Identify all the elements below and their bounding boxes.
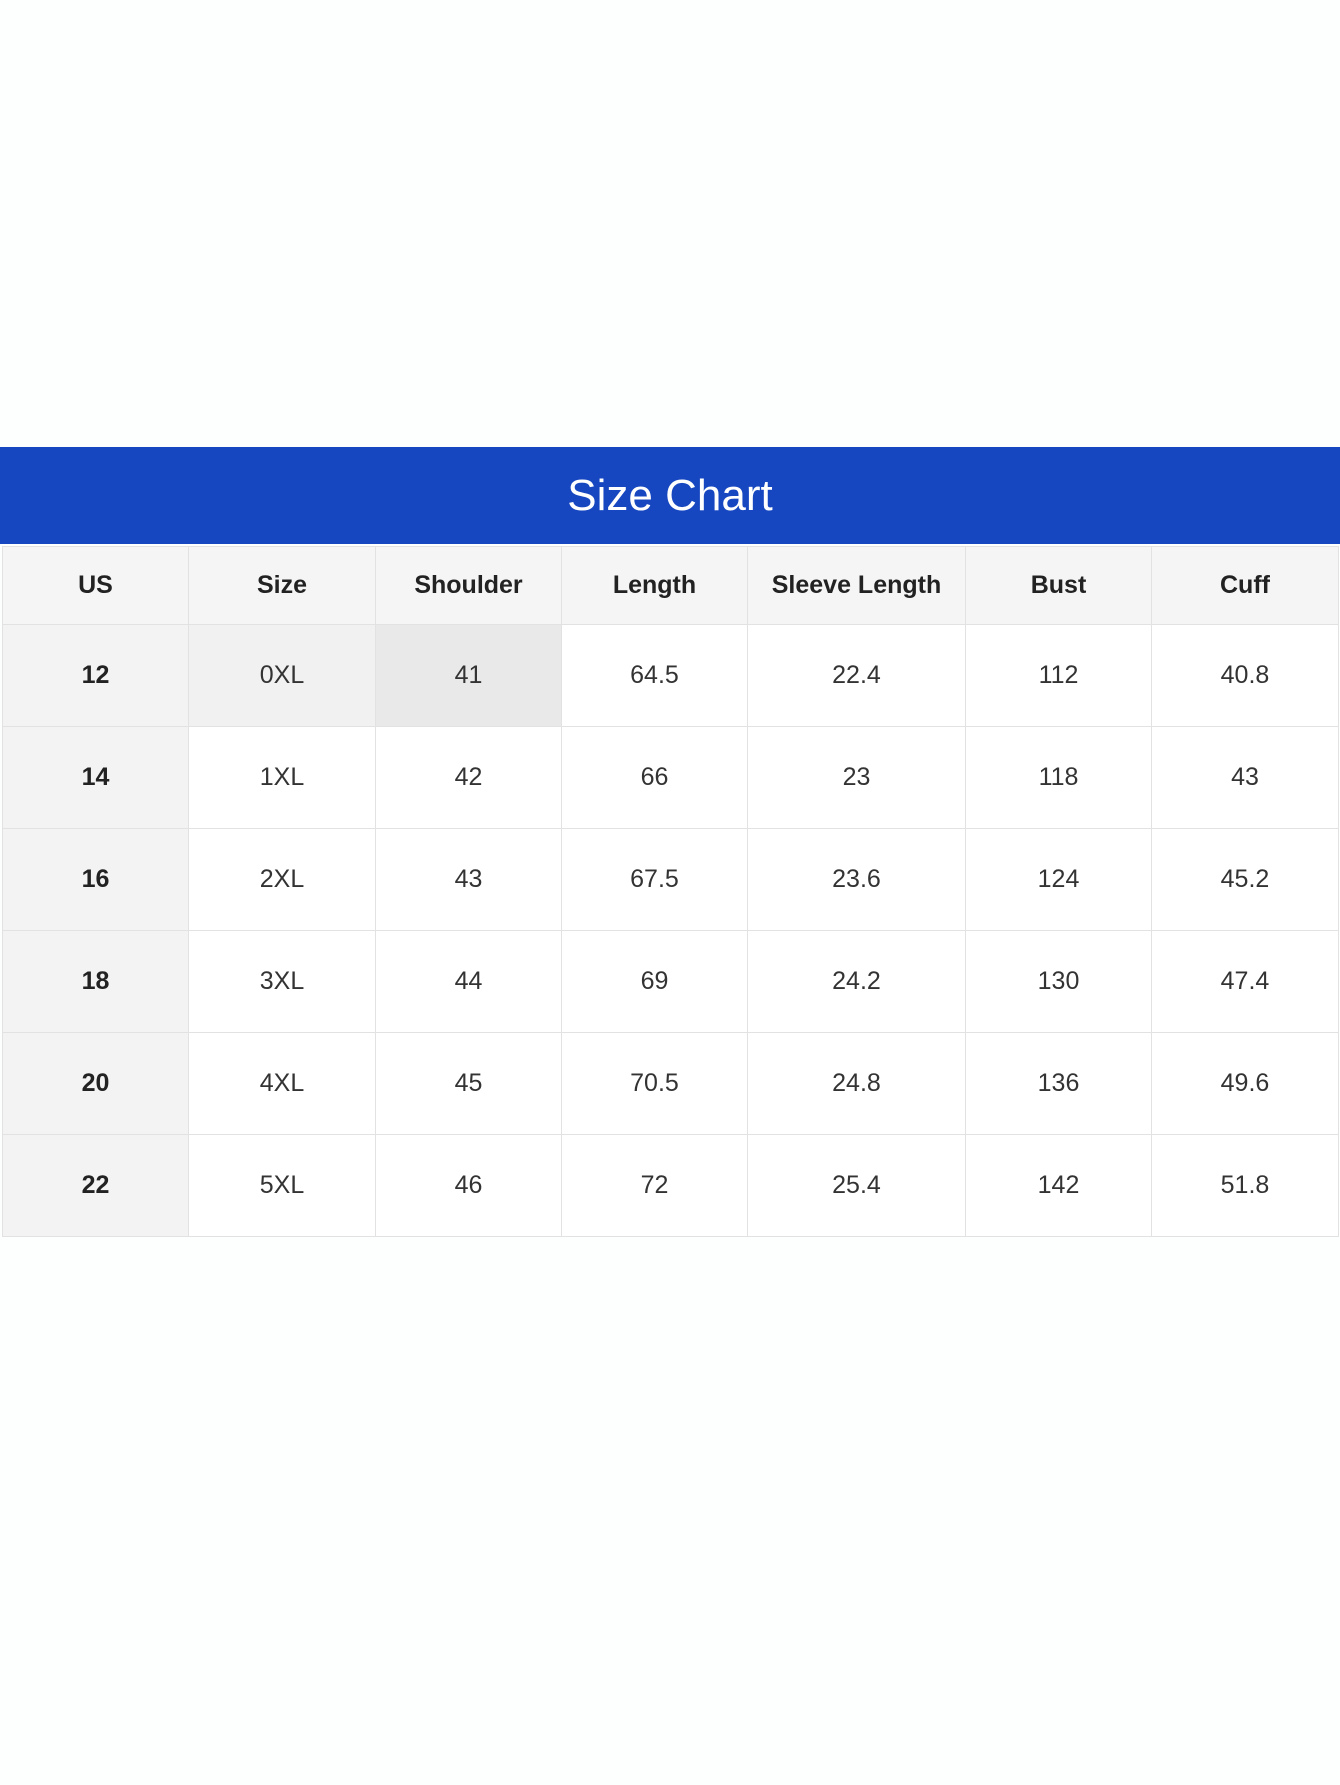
table-cell: 43 [375, 828, 562, 931]
table-row: 22 5XL 46 72 25.4 142 51.8 [2, 1134, 1339, 1237]
table-cell: 25.4 [747, 1134, 966, 1237]
table-cell: 130 [965, 930, 1152, 1033]
us-size-cell: 18 [2, 930, 189, 1033]
title-banner: Size Chart [0, 447, 1340, 544]
us-size-cell: 22 [2, 1134, 189, 1237]
table-row: 18 3XL 44 69 24.2 130 47.4 [2, 930, 1339, 1033]
table-cell: 42 [375, 726, 562, 829]
table-cell: 3XL [188, 930, 376, 1033]
table-cell: 44 [375, 930, 562, 1033]
column-header: Size [188, 546, 376, 625]
table-cell: 23 [747, 726, 966, 829]
us-size-cell: 16 [2, 828, 189, 931]
table-cell: 124 [965, 828, 1152, 931]
column-header: Cuff [1151, 546, 1339, 625]
header-row: US Size Shoulder Length Sleeve Length Bust Cuf… [2, 546, 1339, 625]
table-cell: 22.4 [747, 624, 966, 727]
table-cell: 5XL [188, 1134, 376, 1237]
table-cell: 40.8 [1151, 624, 1339, 727]
table-cell: 112 [965, 624, 1152, 727]
table-cell: 64.5 [561, 624, 748, 727]
table-cell: 2XL [188, 828, 376, 931]
table-row: 12 0XL 41 64.5 22.4 112 40.8 [2, 624, 1339, 727]
table-row: 16 2XL 43 67.5 23.6 124 45.2 [2, 828, 1339, 931]
table-cell: 47.4 [1151, 930, 1339, 1033]
us-size-cell: 12 [2, 624, 189, 727]
table-cell: 51.8 [1151, 1134, 1339, 1237]
table-cell: 136 [965, 1032, 1152, 1135]
title: Size Chart [567, 470, 773, 520]
column-header: Length [561, 546, 748, 625]
size-table: US Size Shoulder Length Sleeve Length Bust Cuf… [2, 546, 1339, 1237]
column-header: US [2, 546, 189, 625]
table-body: US Size Shoulder Length Sleeve Length Bust Cuf… [2, 546, 1339, 1237]
table-cell: 43 [1151, 726, 1339, 829]
us-size-cell: 20 [2, 1032, 189, 1135]
table-cell: 23.6 [747, 828, 966, 931]
table-cell: 72 [561, 1134, 748, 1237]
table-row: 20 4XL 45 70.5 24.8 136 49.6 [2, 1032, 1339, 1135]
column-header: Bust [965, 546, 1152, 625]
table-cell: 41 [375, 624, 562, 727]
table-cell: 45.2 [1151, 828, 1339, 931]
table-row: 14 1XL 42 66 23 118 43 [2, 726, 1339, 829]
table-cell: 1XL [188, 726, 376, 829]
column-header: Sleeve Length [747, 546, 966, 625]
table-cell: 67.5 [561, 828, 748, 931]
table-cell: 70.5 [561, 1032, 748, 1135]
table-cell: 118 [965, 726, 1152, 829]
table-cell: 66 [561, 726, 748, 829]
table-cell: 49.6 [1151, 1032, 1339, 1135]
table-cell: 46 [375, 1134, 562, 1237]
table-cell: 0XL [188, 624, 376, 727]
table-cell: 24.2 [747, 930, 966, 1033]
table-cell: 4XL [188, 1032, 376, 1135]
us-size-cell: 14 [2, 726, 189, 829]
table-cell: 69 [561, 930, 748, 1033]
table-cell: 45 [375, 1032, 562, 1135]
table-cell: 24.8 [747, 1032, 966, 1135]
column-header: Shoulder [375, 546, 562, 625]
table-cell: 142 [965, 1134, 1152, 1237]
